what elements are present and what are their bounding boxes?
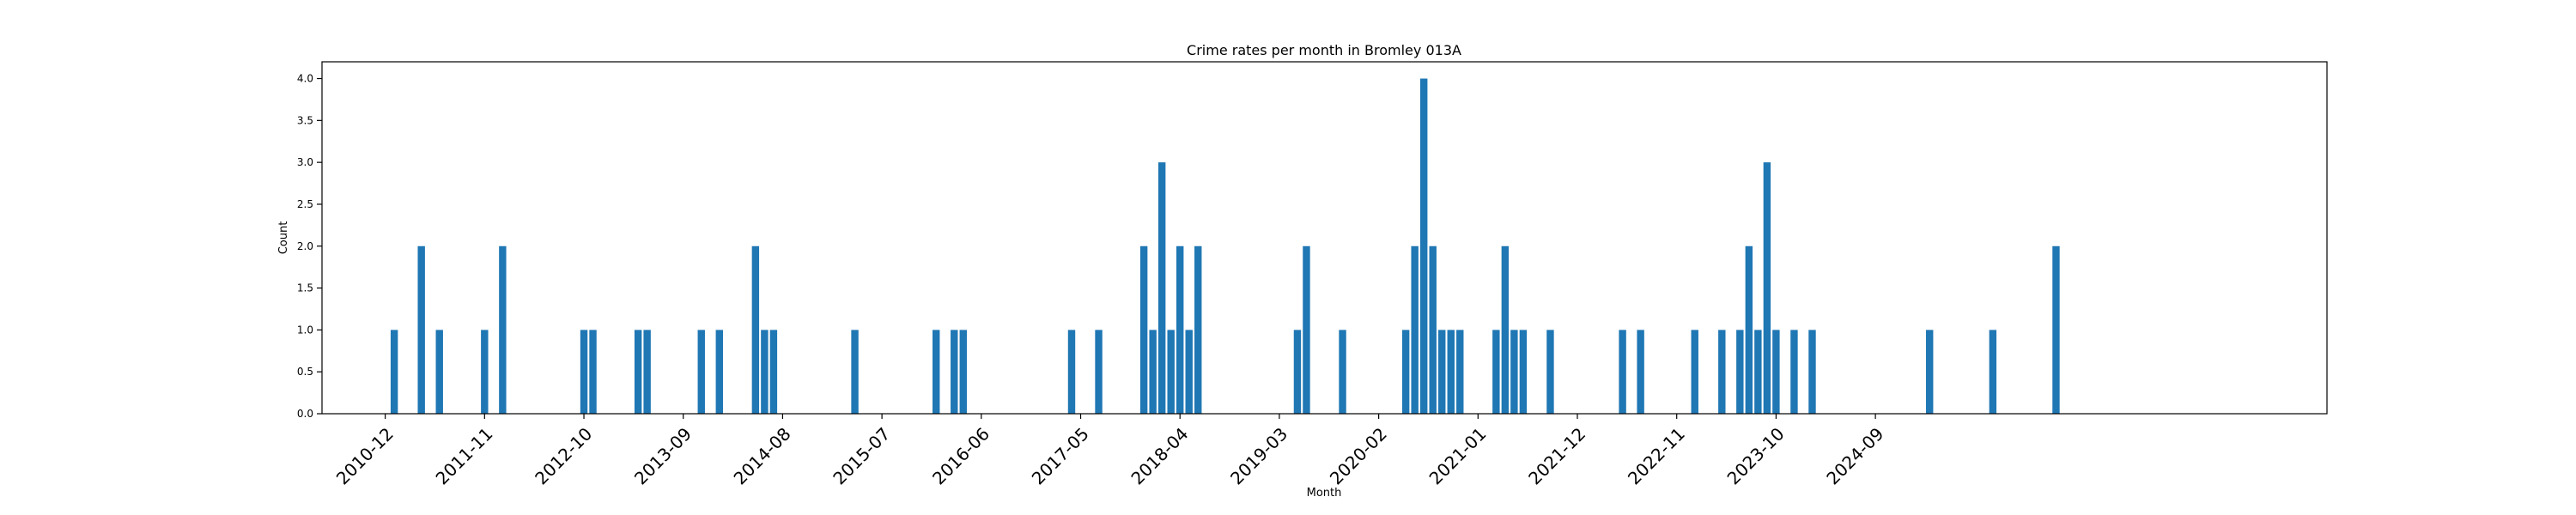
y-axis-label: Count [277,221,290,255]
bar-2026-05 [2052,245,2060,414]
bar-2017-07 [1095,330,1103,414]
y-tick-label: 2.0 [297,240,313,252]
y-tick-label: 3.5 [297,114,313,126]
bar-2022-05 [1619,330,1626,414]
bar-2018-01 [1149,330,1157,414]
bar-2011-01 [390,330,398,414]
bar-2023-01 [1691,330,1698,414]
bar-2012-10 [580,330,588,414]
bar-2024-02 [1808,330,1816,414]
bar-2023-04 [1718,330,1726,414]
bar-2011-06 [435,330,443,414]
y-tick-label: 1.5 [297,282,313,294]
bar-2021-09 [1546,330,1554,414]
plot-frame [321,61,2328,415]
bar-2016-03 [951,330,958,414]
bar-2011-04 [417,245,425,414]
bar-2021-06 [1519,330,1528,414]
bar-2019-05 [1293,330,1302,414]
bar-2013-05 [643,330,651,414]
bar-2014-01 [715,330,723,414]
chart-title: Crime rates per month in Bromley 013A [1187,42,1461,58]
bar-2021-04 [1501,245,1510,414]
bar-2021-03 [1492,330,1500,414]
y-tick-label: 2.5 [297,198,313,210]
bar-2020-10 [1447,330,1455,414]
bar-2014-06 [761,330,769,414]
bar-2020-09 [1438,330,1446,414]
bars-group [390,78,2060,415]
y-axis: 0.0 0.5 1.0 1.5 2.0 2.5 3.0 3.5 4.0 [297,73,322,420]
bar-2023-12 [1790,330,1798,414]
bar-2013-04 [634,330,642,414]
bar-2018-02 [1157,162,1166,414]
x-axis-label: Month [1307,487,1342,500]
bar-2016-01 [933,330,940,414]
y-tick-label: 0.5 [297,366,313,378]
bar-2022-07 [1637,330,1644,414]
bar-2013-11 [697,330,705,414]
bar-2017-12 [1139,245,1148,414]
bar-2018-06 [1194,245,1202,414]
y-tick-label: 4.0 [297,73,313,85]
bar-2020-06 [1411,245,1419,414]
bar-2025-10 [1989,330,1997,414]
bar-2020-07 [1419,78,1428,415]
bar-2019-06 [1303,245,1310,414]
bar-2018-03 [1167,330,1175,414]
bar-2023-07 [1745,245,1753,414]
bar-2020-11 [1456,330,1464,414]
bar-2018-05 [1185,330,1193,414]
bar-2011-11 [481,330,489,414]
bar-2012-11 [589,330,597,414]
bar-2023-06 [1736,330,1744,414]
bar-2025-03 [1926,330,1934,414]
bar-2018-04 [1176,245,1184,414]
bar-2014-05 [751,245,760,414]
bar-2020-08 [1429,245,1437,414]
bar-2017-04 [1067,330,1076,414]
bar-2020-05 [1401,330,1410,414]
bar-2023-09 [1763,162,1771,414]
bar-2012-01 [499,245,507,414]
y-tick-label: 3.0 [297,156,313,168]
y-tick-label: 1.0 [297,324,313,336]
bar-2023-10 [1772,330,1780,414]
bar-2016-04 [959,330,967,414]
bar-2023-08 [1754,330,1762,414]
y-tick-label: 0.0 [297,408,313,420]
bar-2021-05 [1510,330,1518,414]
bar-2014-07 [769,330,778,414]
bar-2019-10 [1339,330,1346,414]
bar-2015-04 [851,330,859,414]
